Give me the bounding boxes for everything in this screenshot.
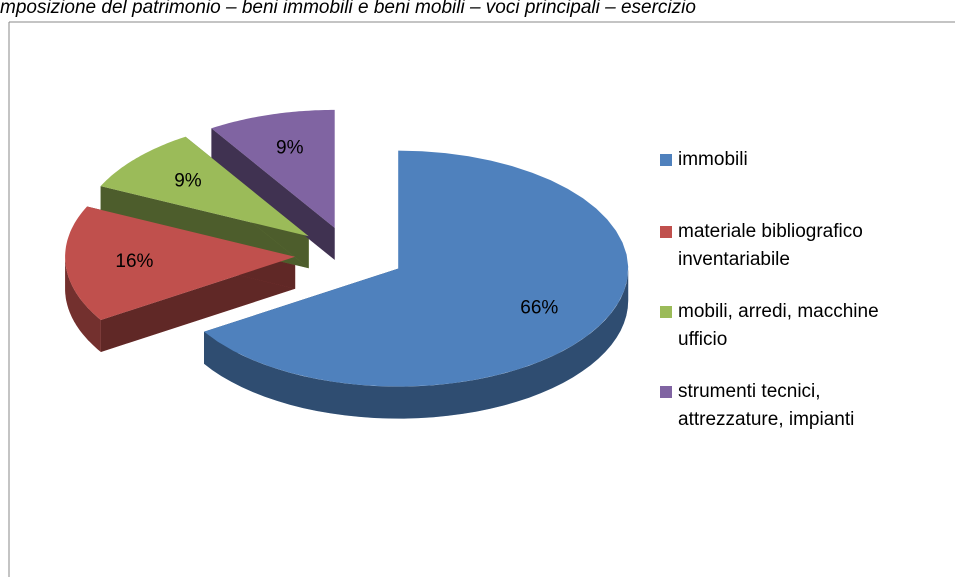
pie-slice <box>65 206 296 320</box>
legend-swatch <box>660 154 672 166</box>
legend-entry: immobili <box>660 146 930 174</box>
legend-entry: materiale bibliografico inventariabile <box>660 218 930 274</box>
legend-swatch <box>660 386 672 398</box>
pie-wall-shade <box>204 268 629 419</box>
pie-wall <box>65 256 101 352</box>
pie-slice <box>211 109 335 228</box>
legend-swatch <box>660 306 672 318</box>
data-label: 9% <box>174 171 202 192</box>
legend-label: strumenti tecnici, attrezzature, impiant… <box>678 381 855 430</box>
pie-slice <box>100 136 309 237</box>
legend-entry: strumenti tecnici, attrezzature, impiant… <box>660 378 930 434</box>
pie-wall <box>204 268 629 419</box>
data-label: 16% <box>115 251 153 272</box>
legend-label: immobili <box>678 149 748 170</box>
legend-swatch <box>660 226 672 238</box>
pie-wall-shade <box>65 256 101 352</box>
data-label: 66% <box>520 297 558 318</box>
pie-tops: 66% 16% 9% 9% <box>65 109 629 387</box>
legend-label: mobili, arredi, macchine ufficio <box>678 301 879 350</box>
pie-side-shade <box>100 256 296 352</box>
chart-title: mposizione del patrimonio – beni immobil… <box>0 0 696 18</box>
data-label: 9% <box>276 138 304 159</box>
legend-label: materiale bibliografico inventariabile <box>678 221 863 270</box>
legend-entry: mobili, arredi, macchine ufficio <box>660 298 930 354</box>
pie-slice <box>204 150 629 387</box>
pie-side-shade <box>211 128 335 260</box>
